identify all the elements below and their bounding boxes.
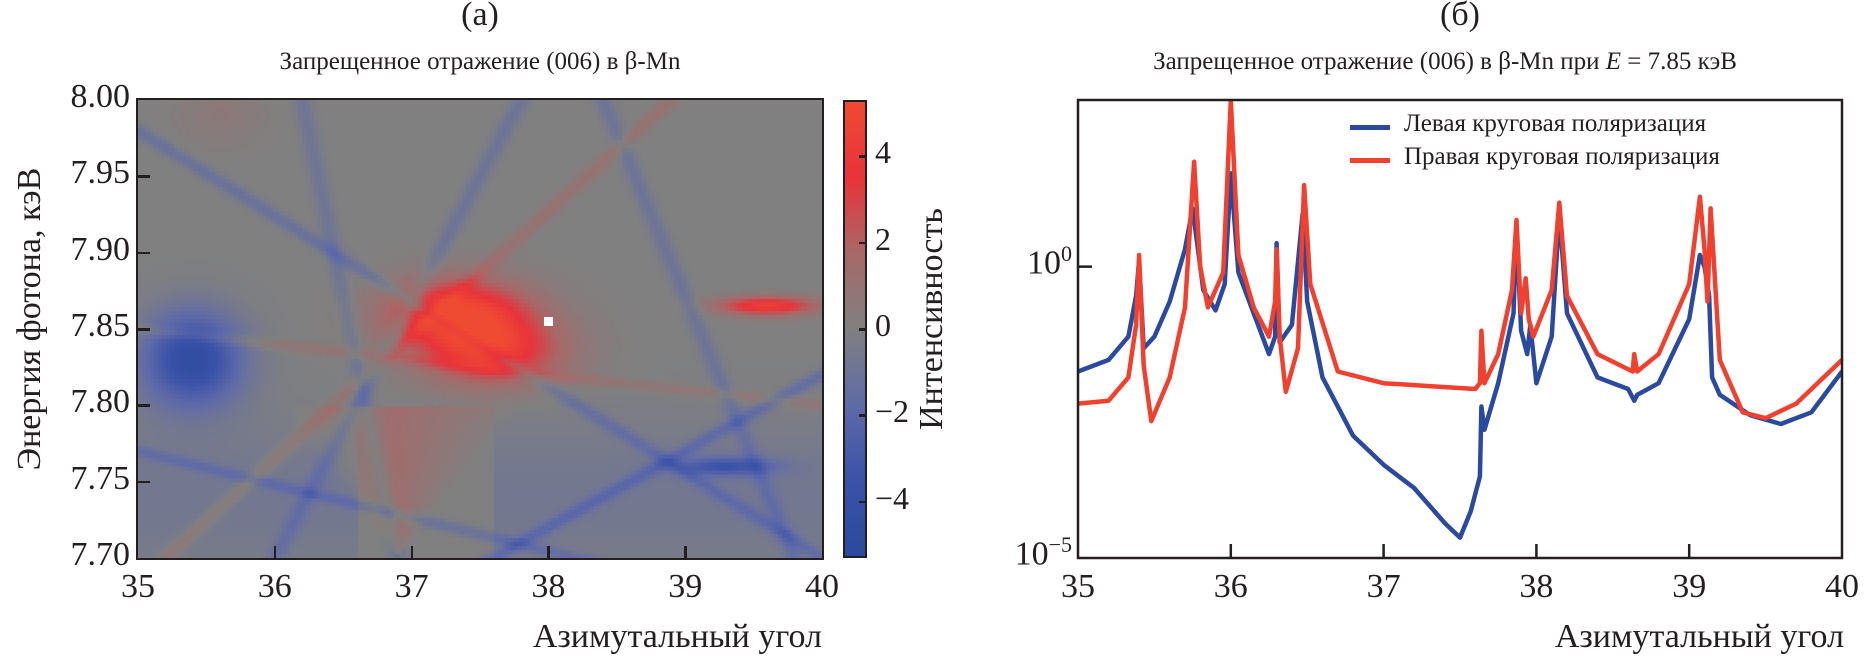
heatmap-y-tick-mark: [138, 480, 150, 484]
colorbar-tick-label: 0: [875, 307, 891, 343]
colorbar-tick-mark: [859, 328, 867, 331]
legend-label: Правая круговая поляризация: [1404, 143, 1720, 170]
line-chart-title-prefix: Запрещенное отражение (006) в β-Mn при: [1153, 48, 1606, 75]
heatmap-y-tick-label: 7.75: [70, 459, 131, 497]
legend-item: Правая круговая поляризация: [1350, 143, 1850, 175]
heatmap-title: Запрещенное отражение (006) в β-Mn: [279, 48, 681, 75]
legend-swatch: [1350, 125, 1390, 130]
heatmap-x-tick-label: 37: [394, 568, 429, 605]
colorbar-tick-label: −4: [875, 479, 910, 516]
heatmap-y-tick-mark: [138, 404, 150, 407]
tick-base: 10: [1014, 535, 1049, 573]
heatmap-y-tick-mark: [138, 328, 150, 331]
line-chart-y-tick-label: 10−5: [968, 532, 1072, 573]
colorbar-tick-label: 2: [875, 220, 891, 257]
tick-exponent: −5: [1048, 532, 1072, 557]
heatmap-y-tick-label: 7.90: [70, 230, 131, 268]
heatmap-frame: [136, 98, 824, 560]
line-chart-title: Запрещенное отражение (006) в β-Mn при E…: [1020, 48, 1867, 76]
heatmap-y-tick-label: 8.00: [70, 78, 131, 115]
legend-item: Левая круговая поляризация: [1350, 110, 1850, 142]
heatmap-y-tick-label: 7.80: [70, 383, 131, 421]
line-chart-y-tick-label: 100: [968, 241, 1072, 282]
line-chart-x-tick-label: 36: [1213, 568, 1248, 605]
heatmap-x-tick-mark: [547, 546, 550, 558]
tick-base: 10: [1027, 243, 1061, 281]
colorbar-tick-label: 4: [875, 134, 891, 171]
series-right-circular-line: [1078, 100, 1842, 424]
colorbar-tick-mark: [859, 241, 867, 245]
line-chart-x-tick-label: 38: [1519, 568, 1554, 605]
line-chart-x-tick-label: 37: [1366, 568, 1401, 605]
line-chart-x-axis-label: Азимутальный угол: [1554, 618, 1844, 655]
heatmap-y-tick-mark: [138, 251, 150, 255]
heatmap-x-tick-label: 35: [121, 568, 155, 605]
legend-label: Левая круговая поляризация: [1404, 110, 1707, 137]
heatmap-x-tick-label: 39: [668, 568, 703, 605]
heatmap-y-tick-mark: [138, 175, 150, 178]
colorbar-tick-mark: [859, 155, 867, 158]
line-chart-title-suffix: = 7.85 кэВ: [1621, 48, 1737, 75]
line-chart-title-var: E: [1605, 48, 1622, 75]
legend-swatch: [1350, 158, 1390, 163]
line-chart-x-tick-label: 39: [1672, 568, 1707, 605]
heatmap-x-tick-label: 36: [257, 568, 292, 605]
heatmap-x-tick-label: 40: [805, 568, 839, 605]
heatmap-x-tick-mark: [273, 546, 277, 558]
line-chart-x-tick-label: 40: [1825, 568, 1859, 605]
panel-a-label: (a): [461, 0, 499, 33]
heatmap-image: [138, 100, 822, 558]
heatmap-x-tick-label: 38: [531, 568, 566, 605]
panel-b-label: (б): [1440, 0, 1480, 33]
colorbar-tick-mark: [859, 414, 867, 417]
heatmap-x-tick-mark: [684, 546, 687, 558]
line-chart-frame: [1076, 98, 1844, 560]
colorbar-tick-mark: [859, 500, 867, 504]
line-chart-y-axis-label: Интенсивность: [913, 208, 950, 430]
line-chart-x-tick-label: 35: [1061, 568, 1095, 605]
heatmap-y-tick-label: 7.85: [70, 307, 131, 344]
tick-exponent: 0: [1061, 240, 1072, 266]
heatmap-y-tick-label: 7.95: [70, 154, 131, 192]
heatmap-x-axis-label: Азимутальный угол: [532, 618, 822, 655]
heatmap-x-tick-mark: [410, 546, 414, 558]
heatmap-y-tick-label: 7.70: [70, 536, 131, 573]
series-left-circular-line: [1078, 171, 1842, 540]
colorbar-tick-label: −2: [875, 393, 910, 430]
heatmap-marker: [544, 317, 554, 327]
